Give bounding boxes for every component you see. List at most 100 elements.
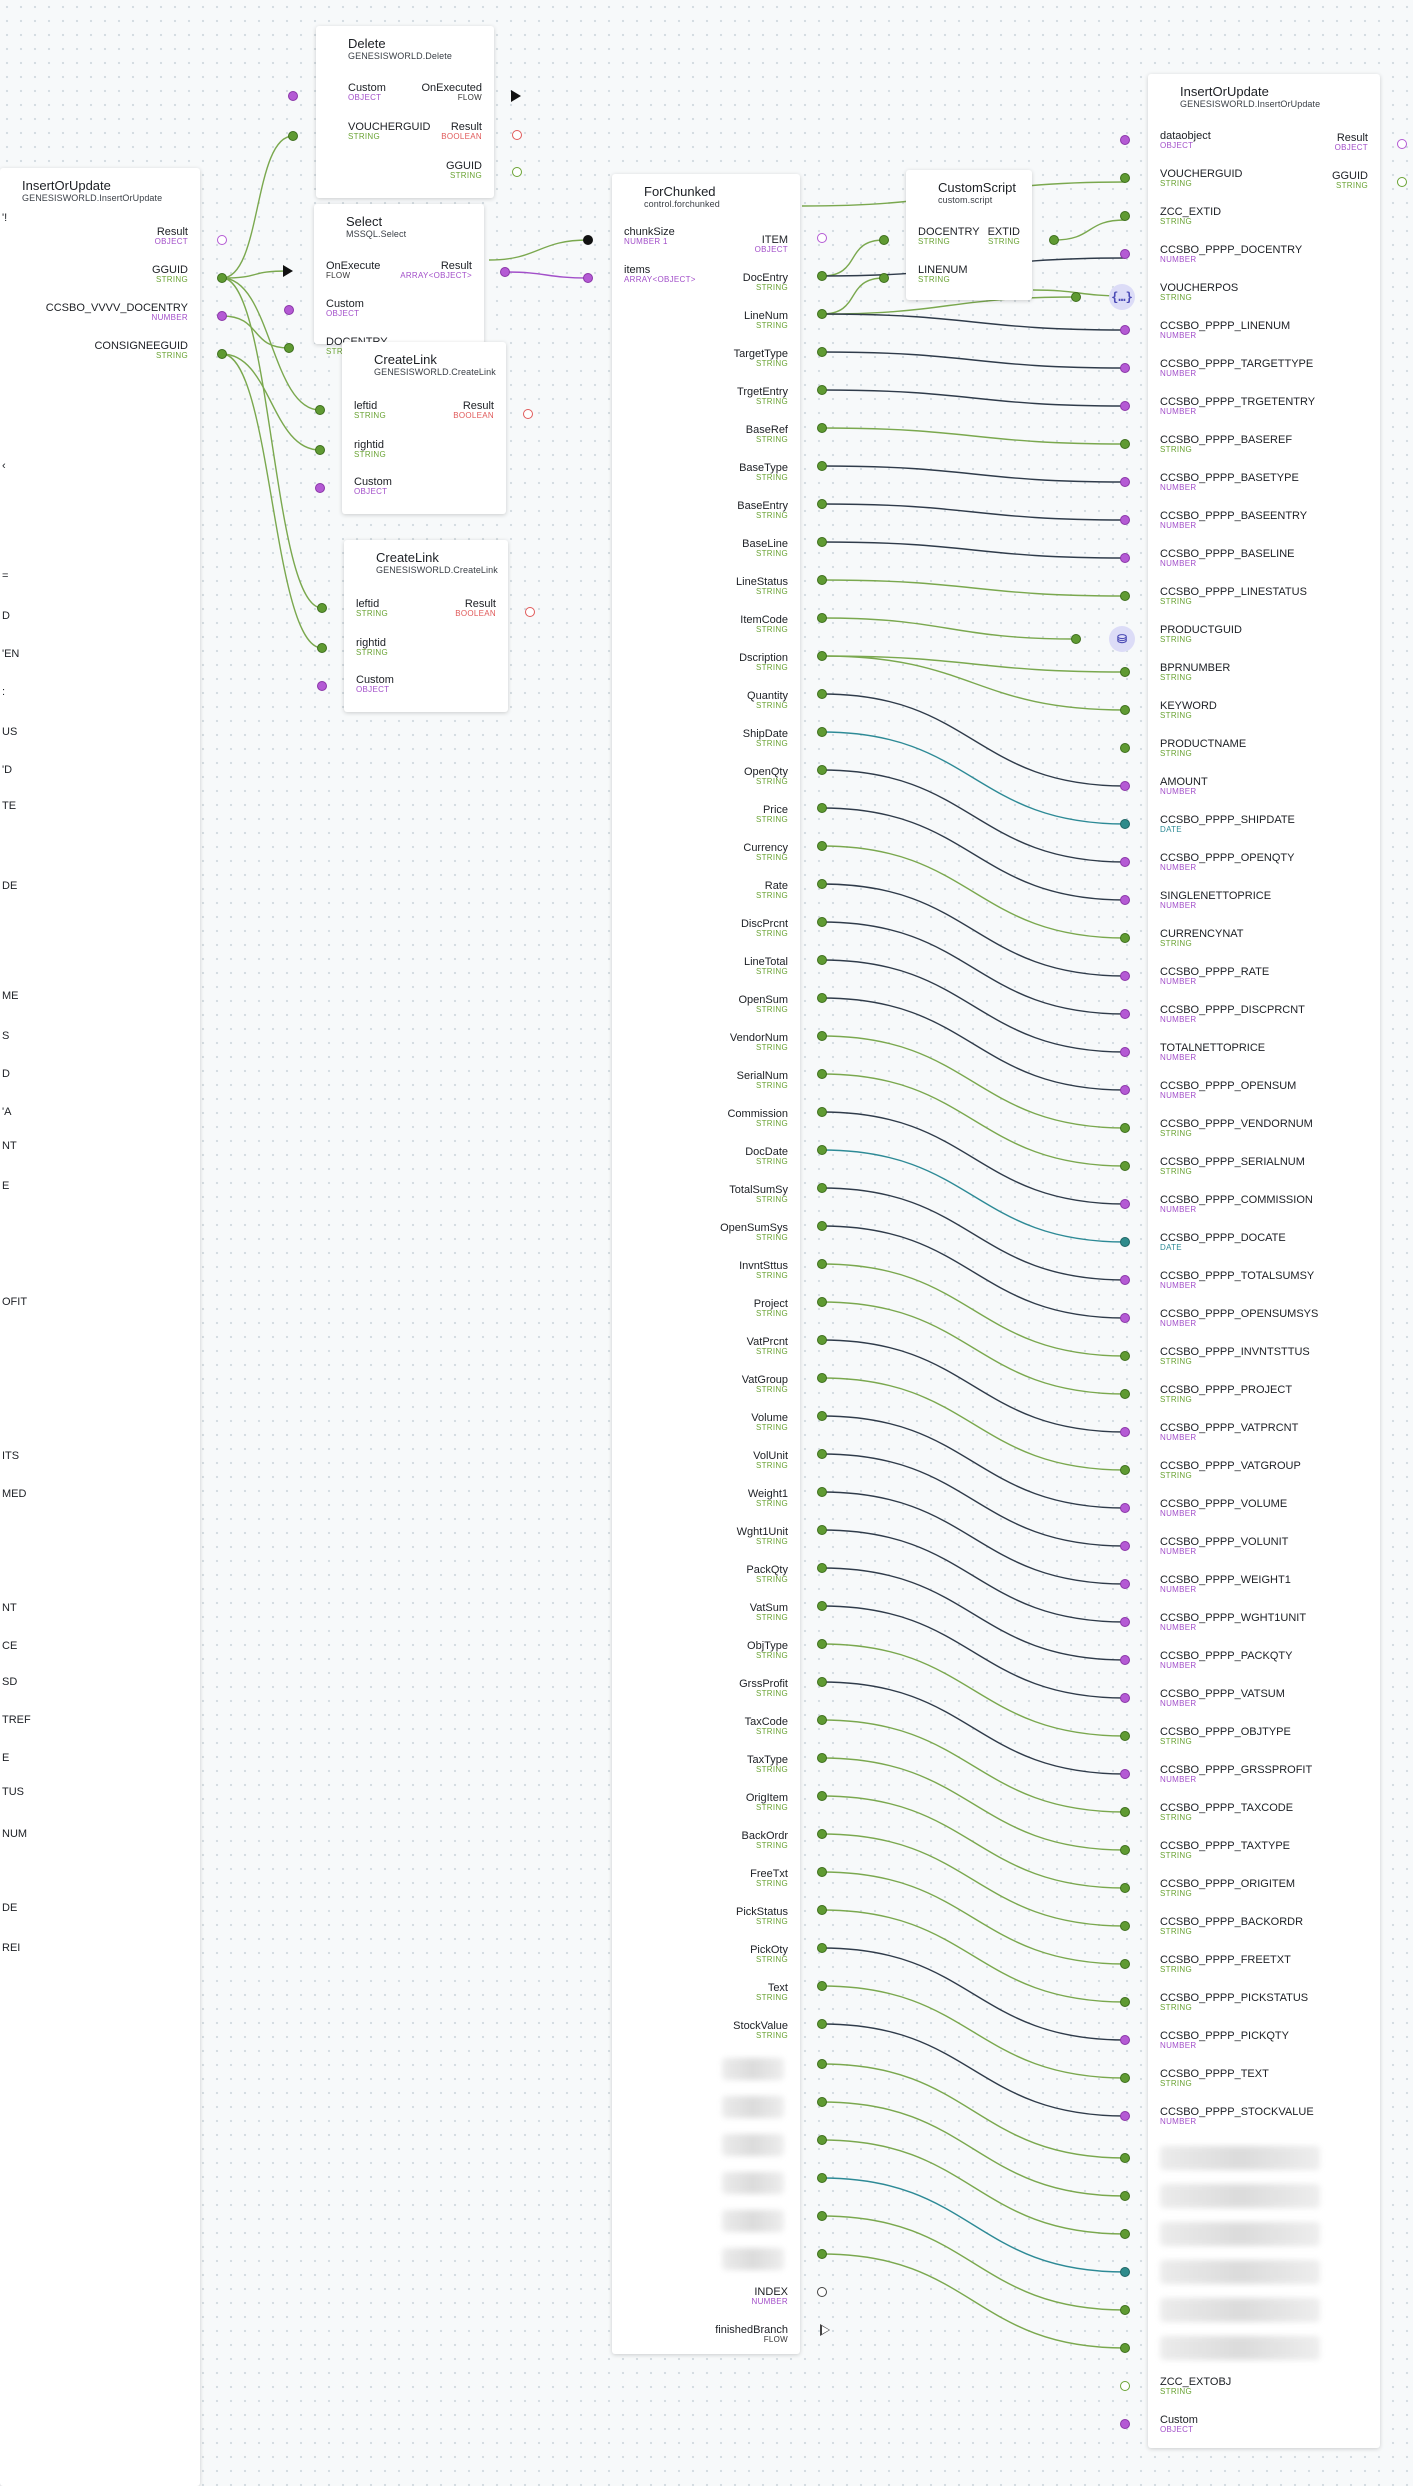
node-insertLeft[interactable]: InsertOrUpdate GENESISWORLD.InsertOrUpdat… — [0, 168, 200, 2486]
port-handle[interactable] — [1120, 2267, 1130, 2277]
port-handle[interactable] — [817, 1487, 827, 1497]
port-handle[interactable] — [817, 1297, 827, 1307]
port-handle[interactable] — [1120, 1693, 1130, 1703]
port-handle[interactable] — [583, 273, 593, 283]
port-handle[interactable] — [1120, 1389, 1130, 1399]
port-handle[interactable] — [817, 1601, 827, 1611]
port-handle[interactable] — [817, 2135, 827, 2145]
port-handle[interactable] — [1120, 1351, 1130, 1361]
port-handle[interactable] — [817, 2097, 827, 2107]
port-handle[interactable] — [817, 1449, 827, 1459]
port-handle[interactable] — [512, 130, 522, 140]
port-handle[interactable] — [817, 537, 827, 547]
flow-handle[interactable] — [820, 2324, 830, 2336]
node-insertRight[interactable]: InsertOrUpdate GENESISWORLD.InsertOrUpdat… — [1148, 74, 1380, 2448]
port-handle[interactable] — [817, 689, 827, 699]
port-handle[interactable] — [1120, 2343, 1130, 2353]
port-handle[interactable] — [1120, 591, 1130, 601]
port-handle[interactable] — [817, 1411, 827, 1421]
port-handle[interactable] — [817, 1145, 827, 1155]
port-handle[interactable] — [1120, 135, 1130, 145]
port-handle[interactable] — [217, 311, 227, 321]
port-handle[interactable] — [1120, 1731, 1130, 1741]
port-handle[interactable] — [817, 955, 827, 965]
port-handle[interactable] — [817, 1753, 827, 1763]
port-handle[interactable] — [512, 167, 522, 177]
port-handle[interactable] — [817, 1221, 827, 1231]
port-handle[interactable] — [317, 603, 327, 613]
port-handle[interactable] — [817, 575, 827, 585]
port-handle[interactable] — [1120, 1845, 1130, 1855]
port-handle[interactable] — [1120, 1275, 1130, 1285]
port-handle[interactable] — [1120, 1655, 1130, 1665]
port-handle[interactable] — [1120, 1579, 1130, 1589]
port-handle[interactable] — [1120, 249, 1130, 259]
port-handle[interactable] — [817, 765, 827, 775]
node-createlink1[interactable]: CreateLink GENESISWORLD.CreateLink leftid S… — [342, 342, 506, 514]
script-badge[interactable]: {…} — [1109, 284, 1135, 310]
port-handle[interactable] — [817, 803, 827, 813]
port-handle[interactable] — [1120, 173, 1130, 183]
port-handle[interactable] — [817, 1829, 827, 1839]
port-handle[interactable] — [817, 233, 827, 243]
port-handle[interactable] — [817, 1715, 827, 1725]
node-createlink2[interactable]: CreateLink GENESISWORLD.CreateLink leftid S… — [344, 540, 508, 712]
port-handle[interactable] — [817, 499, 827, 509]
port-handle[interactable] — [1120, 211, 1130, 221]
port-handle[interactable] — [1120, 1617, 1130, 1627]
port-handle[interactable] — [817, 1183, 827, 1193]
port-handle[interactable] — [817, 309, 827, 319]
port-handle[interactable] — [1120, 1237, 1130, 1247]
port-handle[interactable] — [817, 1867, 827, 1877]
port-handle[interactable] — [817, 1259, 827, 1269]
port-handle[interactable] — [1049, 235, 1059, 245]
port-handle[interactable] — [1120, 2419, 1130, 2429]
port-handle[interactable] — [1120, 515, 1130, 525]
port-handle[interactable] — [1120, 1769, 1130, 1779]
port-handle[interactable] — [1120, 743, 1130, 753]
node-forchunked[interactable]: ForChunked control.forchunked chunkSize NUM… — [612, 174, 800, 2354]
port-handle[interactable] — [1120, 1313, 1130, 1323]
port-handle[interactable] — [817, 2287, 827, 2297]
port-handle[interactable] — [1120, 1047, 1130, 1057]
port-handle[interactable] — [817, 1981, 827, 1991]
port-handle[interactable] — [1120, 2191, 1130, 2201]
port-handle[interactable] — [217, 235, 227, 245]
port-handle[interactable] — [1120, 1427, 1130, 1437]
port-handle[interactable] — [817, 2211, 827, 2221]
port-handle[interactable] — [817, 993, 827, 1003]
port-handle[interactable] — [1120, 1123, 1130, 1133]
port-handle[interactable] — [1120, 1959, 1130, 1969]
port-handle[interactable] — [817, 1791, 827, 1801]
port-handle[interactable] — [817, 423, 827, 433]
port-handle[interactable] — [317, 643, 327, 653]
port-handle[interactable] — [284, 305, 294, 315]
port-handle[interactable] — [1120, 2381, 1130, 2391]
port-handle[interactable] — [1071, 292, 1081, 302]
port-handle[interactable] — [817, 841, 827, 851]
port-handle[interactable] — [817, 613, 827, 623]
port-handle[interactable] — [817, 1335, 827, 1345]
port-handle[interactable] — [817, 879, 827, 889]
port-handle[interactable] — [288, 131, 298, 141]
query-badge[interactable]: ⛁ — [1109, 626, 1135, 652]
port-handle[interactable] — [817, 1107, 827, 1117]
port-handle[interactable] — [1120, 325, 1130, 335]
port-handle[interactable] — [1120, 971, 1130, 981]
port-handle[interactable] — [817, 1373, 827, 1383]
port-handle[interactable] — [1120, 1807, 1130, 1817]
port-handle[interactable] — [1120, 705, 1130, 715]
port-handle[interactable] — [817, 1563, 827, 1573]
port-handle[interactable] — [817, 1639, 827, 1649]
port-handle[interactable] — [1120, 2305, 1130, 2315]
port-handle[interactable] — [817, 1069, 827, 1079]
port-handle[interactable] — [1120, 1997, 1130, 2007]
port-handle[interactable] — [315, 405, 325, 415]
flow-handle[interactable] — [511, 90, 521, 102]
port-handle[interactable] — [1397, 139, 1407, 149]
node-delete[interactable]: Delete GENESISWORLD.Delete Custom OBJECT VOU… — [316, 26, 494, 198]
port-handle[interactable] — [879, 235, 889, 245]
port-handle[interactable] — [583, 235, 593, 245]
port-handle[interactable] — [525, 607, 535, 617]
port-handle[interactable] — [1120, 1503, 1130, 1513]
